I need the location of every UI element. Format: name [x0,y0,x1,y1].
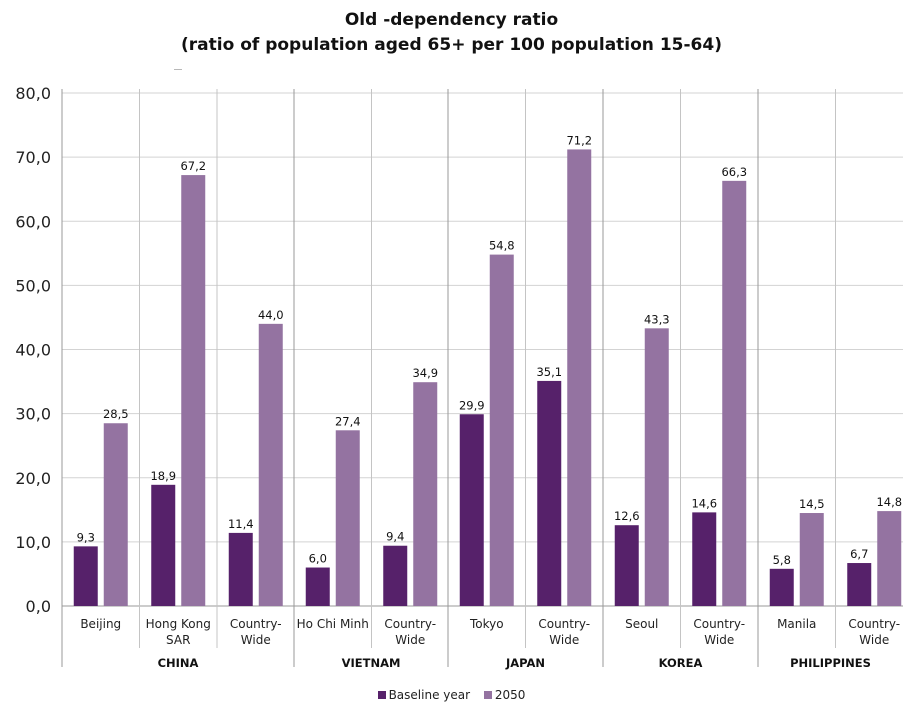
category-label: Country- [230,617,282,631]
bar-2050 [413,382,438,606]
category-label: Beijing [80,617,121,631]
legend-label-2050: 2050 [494,688,526,702]
bar-baseline [305,567,330,606]
category-label: Country- [693,617,745,631]
group-label: VIETNAM [342,656,401,670]
data-label-2050: 43,3 [644,312,670,326]
y-tick-label: 0,0 [26,597,51,616]
data-label-2050: 67,2 [180,159,206,173]
category-label: Country- [538,617,590,631]
data-label-baseline: 9,3 [77,530,95,544]
bar-baseline [692,512,717,606]
data-label-baseline: 9,4 [386,530,404,544]
category-label: Wide [241,633,271,647]
y-tick-label: 80,0 [15,84,51,103]
y-tick-label: 10,0 [15,533,51,552]
bar-baseline [847,563,872,606]
group-label: KOREA [659,656,703,670]
group-label: JAPAN [505,656,545,670]
bar-baseline [537,380,562,606]
category-label: Wide [704,633,734,647]
bar-baseline [614,525,639,606]
legend-swatch-baseline [377,691,386,699]
bar-2050 [877,511,902,606]
y-tick-label: 70,0 [15,148,51,167]
data-label-baseline: 29,9 [459,398,485,412]
data-label-2050: 28,5 [103,407,129,421]
category-label: Hong Kong [146,617,211,631]
data-label-baseline: 14,6 [691,496,717,510]
data-label-baseline: 6,7 [850,547,868,561]
bar-baseline [459,414,484,606]
data-label-2050: 14,5 [799,497,825,511]
category-label: Seoul [625,617,658,631]
divider-mark [174,69,182,70]
data-label-2050: 54,8 [489,239,515,253]
data-label-baseline: 6,0 [309,552,327,566]
bar-baseline [383,545,408,606]
legend-item-baseline: Baseline year [377,688,471,702]
bar-2050 [489,254,514,606]
data-label-baseline: 5,8 [773,553,791,567]
chart-subtitle: (ratio of population aged 65+ per 100 po… [181,35,722,55]
bar-baseline [228,532,253,606]
data-label-baseline: 12,6 [614,509,640,523]
category-label: Country- [848,617,900,631]
data-label-2050: 14,8 [876,495,902,509]
group-label: CHINA [158,656,199,670]
category-label: Country- [384,617,436,631]
chart-title: Old -dependency ratio [344,10,559,30]
category-label: Ho Chi Minh [297,617,369,631]
legend-item-2050: 2050 [483,688,526,702]
bar-baseline [151,484,176,606]
bar-2050 [644,328,669,606]
data-label-baseline: 18,9 [150,469,176,483]
bar-2050 [103,423,128,606]
data-label-2050: 34,9 [412,366,438,380]
legend-label-baseline: Baseline year [388,688,471,702]
category-label: Manila [777,617,816,631]
data-label-baseline: 35,1 [536,365,562,379]
data-label-2050: 27,4 [335,414,361,428]
bar-2050 [799,513,824,606]
bar-baseline [769,568,794,606]
category-label: Tokyo [469,617,504,631]
data-label-baseline: 11,4 [228,517,254,531]
bar-2050 [181,175,206,606]
y-tick-label: 60,0 [15,212,51,231]
legend-swatch-2050 [483,691,492,699]
category-label: SAR [166,633,190,647]
bar-2050 [258,323,283,606]
y-tick-label: 30,0 [15,405,51,424]
y-tick-label: 40,0 [15,341,51,360]
category-label: Wide [859,633,889,647]
bar-2050 [722,180,747,606]
group-label: PHILIPPINES [790,656,871,670]
y-tick-label: 20,0 [15,469,51,488]
category-label: Wide [395,633,425,647]
bar-2050 [335,430,360,606]
category-label: Wide [549,633,579,647]
data-label-2050: 66,3 [721,165,747,179]
data-label-2050: 71,2 [566,133,592,147]
bar-baseline [73,546,98,606]
bar-2050 [567,149,592,606]
y-tick-label: 50,0 [15,276,51,295]
data-label-2050: 44,0 [258,308,284,322]
legend: Baseline year 2050 [0,688,903,702]
